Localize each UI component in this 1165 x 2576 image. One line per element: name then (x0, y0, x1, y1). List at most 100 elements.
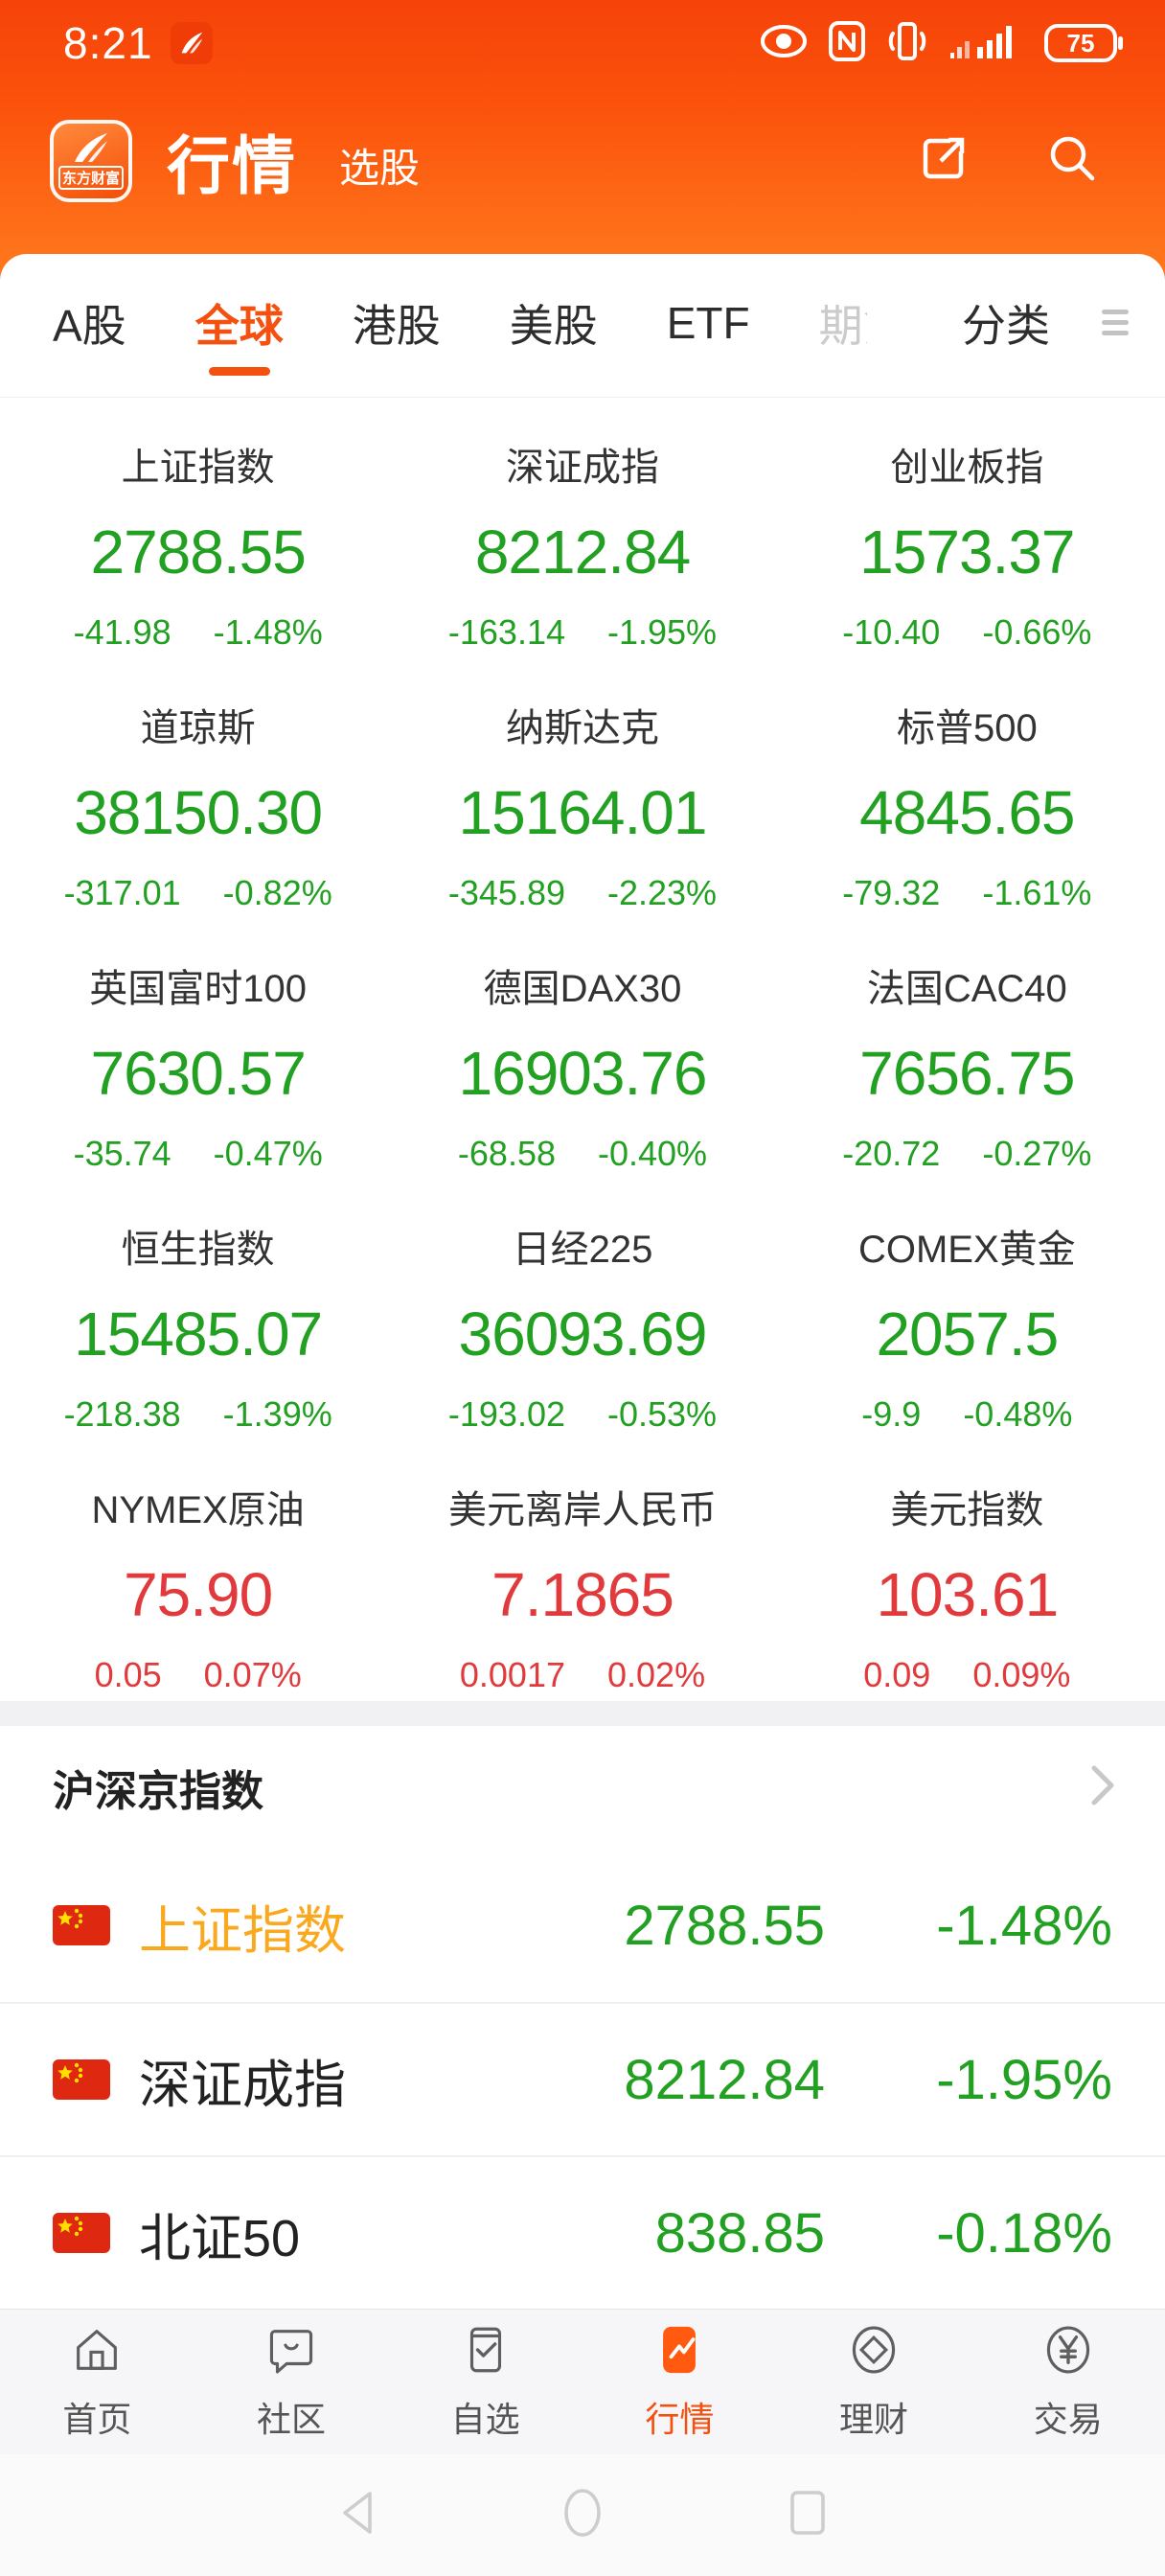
nav-home[interactable]: 首页 (0, 2322, 194, 2442)
index-change: -68.58 (457, 1134, 556, 1173)
index-card[interactable]: 深证成指 8212.84 -163.14 -1.95% (390, 398, 774, 658)
list-item[interactable]: 北证50 838.85 -0.18% (0, 2155, 1165, 2309)
cn-indices-section-header[interactable]: 沪深京指数 (0, 1726, 1165, 1849)
nav-label: 行情 (645, 2400, 715, 2439)
index-value: 36093.69 (458, 1300, 708, 1368)
nav-wealth[interactable]: 理财 (777, 2322, 971, 2442)
tab-etf[interactable]: ETF (666, 297, 750, 348)
index-card[interactable]: 美元离岸人民币 7.1865 0.0017 0.02% (390, 1440, 774, 1701)
eye-protection-icon (759, 22, 809, 65)
tab-global[interactable]: 全球 (195, 264, 284, 387)
list-item[interactable]: 上证指数 2788.55 -1.48% (0, 1849, 1165, 2002)
nav-label: 交易 (1033, 2400, 1103, 2439)
list-index-value: 8212.84 (624, 2048, 825, 2111)
market-icon (651, 2322, 707, 2382)
tab-a-shares[interactable]: A股 (53, 300, 126, 351)
trade-yuan-icon (1040, 2322, 1096, 2382)
recents-button[interactable] (786, 2487, 830, 2543)
index-card[interactable]: 日经225 36093.69 -193.02 -0.53% (390, 1180, 774, 1440)
nav-label: 首页 (62, 2400, 132, 2439)
cn-flag-icon (53, 2213, 110, 2253)
list-item[interactable]: 深证成指 8212.84 -1.95% (0, 2002, 1165, 2155)
index-value: 15485.07 (74, 1300, 323, 1368)
index-change-pct: -1.61% (982, 873, 1092, 912)
app-logo-label: 东方财富 (57, 166, 124, 190)
index-change-pct: -0.48% (963, 1394, 1073, 1434)
index-value: 7656.75 (859, 1039, 1075, 1108)
share-icon[interactable] (914, 128, 973, 193)
index-change-pct: 0.09% (972, 1655, 1071, 1694)
index-change-pct: -0.66% (982, 612, 1092, 652)
search-icon[interactable] (1042, 128, 1102, 193)
index-name: 法国CAC40 (866, 968, 1067, 1010)
index-card[interactable]: 法国CAC40 7656.75 -20.72 -0.27% (775, 919, 1159, 1180)
list-index-value: 2788.55 (624, 1894, 825, 1957)
hamburger-menu-icon[interactable] (1094, 304, 1136, 347)
index-change-pct: -0.82% (222, 873, 332, 912)
index-change: -10.40 (842, 612, 941, 652)
index-value: 8212.84 (474, 518, 691, 586)
index-change: -79.32 (842, 873, 941, 912)
tab-hk[interactable]: 港股 (352, 300, 441, 351)
index-name: 英国富时100 (89, 968, 308, 1010)
cn-flag-icon (53, 1905, 110, 1945)
index-value: 103.61 (876, 1560, 1059, 1629)
index-card[interactable]: COMEX黄金 2057.5 -9.9 -0.48% (775, 1180, 1159, 1440)
nfc-icon (828, 20, 866, 67)
index-name: 创业板指 (890, 447, 1044, 489)
nav-trade[interactable]: 交易 (971, 2322, 1165, 2442)
index-card[interactable]: 道琼斯 38150.30 -317.01 -0.82% (6, 658, 390, 919)
section-title: 沪深京指数 (53, 1768, 263, 1815)
tab-categories[interactable]: 分类 (962, 300, 1050, 351)
index-change-pct: -1.39% (222, 1394, 332, 1434)
vibrate-icon (885, 20, 929, 67)
index-card[interactable]: 上证指数 2788.55 -41.98 -1.48% (6, 398, 390, 658)
index-card[interactable]: 恒生指数 15485.07 -218.38 -1.39% (6, 1180, 390, 1440)
index-name: 道琼斯 (140, 707, 256, 749)
index-card[interactable]: 标普500 4845.65 -79.32 -1.61% (775, 658, 1159, 919)
index-change-pct: -1.95% (607, 612, 718, 652)
tab-futures[interactable]: 期货 (818, 300, 867, 351)
index-name: 恒生指数 (121, 1229, 275, 1271)
index-change-pct: -1.48% (213, 612, 323, 652)
list-index-pct: -0.18% (936, 2201, 1112, 2265)
nav-watchlist[interactable]: 自选 (388, 2322, 582, 2442)
tab-us[interactable]: 美股 (509, 300, 598, 351)
index-card[interactable]: 创业板指 1573.37 -10.40 -0.66% (775, 398, 1159, 658)
market-tabs: A股 全球 港股 美股 ETF 期货 分类 (0, 254, 1165, 398)
stock-picker-link[interactable]: 选股 (339, 146, 421, 191)
index-change: -41.98 (73, 612, 171, 652)
nav-community[interactable]: 社区 (194, 2322, 389, 2442)
index-change-pct: -0.27% (982, 1134, 1092, 1173)
index-value: 7630.57 (90, 1039, 306, 1108)
app-logo[interactable]: 东方财富 (50, 119, 132, 202)
index-name: NYMEX原油 (91, 1489, 305, 1531)
index-card[interactable]: 英国富时100 7630.57 -35.74 -0.47% (6, 919, 390, 1180)
index-change-pct: -0.40% (597, 1134, 708, 1173)
nav-label: 理财 (839, 2400, 909, 2439)
signal-icon (948, 20, 1025, 67)
index-card[interactable]: 纳斯达克 15164.01 -345.89 -2.23% (390, 658, 774, 919)
index-value: 75.90 (124, 1560, 273, 1629)
nav-label: 社区 (257, 2400, 327, 2439)
index-change: -35.74 (73, 1134, 171, 1173)
index-card[interactable]: 德国DAX30 16903.76 -68.58 -0.40% (390, 919, 774, 1180)
nav-market[interactable]: 行情 (582, 2322, 777, 2442)
index-name: 美元离岸人民币 (447, 1489, 717, 1531)
status-time: 8:21 (63, 18, 153, 68)
index-value: 2057.5 (876, 1300, 1059, 1368)
nav-label: 自选 (450, 2400, 520, 2439)
index-name: 日经225 (512, 1229, 653, 1271)
index-change-pct: 0.02% (607, 1655, 706, 1694)
index-card[interactable]: NYMEX原油 75.90 0.05 0.07% (6, 1440, 390, 1701)
home-button[interactable] (558, 2487, 607, 2543)
list-index-name: 上证指数 (139, 1901, 346, 1960)
index-name: 美元指数 (890, 1489, 1044, 1531)
app-bar: 东方财富 行情 选股 (0, 86, 1165, 254)
list-index-name: 北证50 (139, 2209, 301, 2267)
index-value: 38150.30 (74, 778, 323, 847)
back-button[interactable] (335, 2488, 379, 2542)
index-change: -9.9 (861, 1394, 922, 1434)
index-card[interactable]: 美元指数 103.61 0.09 0.09% (775, 1440, 1159, 1701)
index-change-pct: -0.53% (607, 1394, 718, 1434)
